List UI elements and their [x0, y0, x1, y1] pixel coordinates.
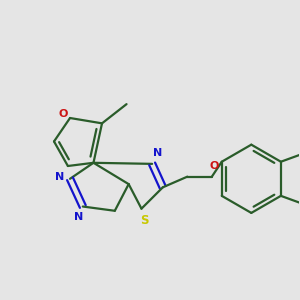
- Text: N: N: [55, 172, 64, 182]
- Text: N: N: [153, 148, 162, 158]
- Text: O: O: [59, 109, 68, 119]
- Text: N: N: [74, 212, 83, 222]
- Text: O: O: [209, 161, 219, 171]
- Text: S: S: [140, 214, 149, 227]
